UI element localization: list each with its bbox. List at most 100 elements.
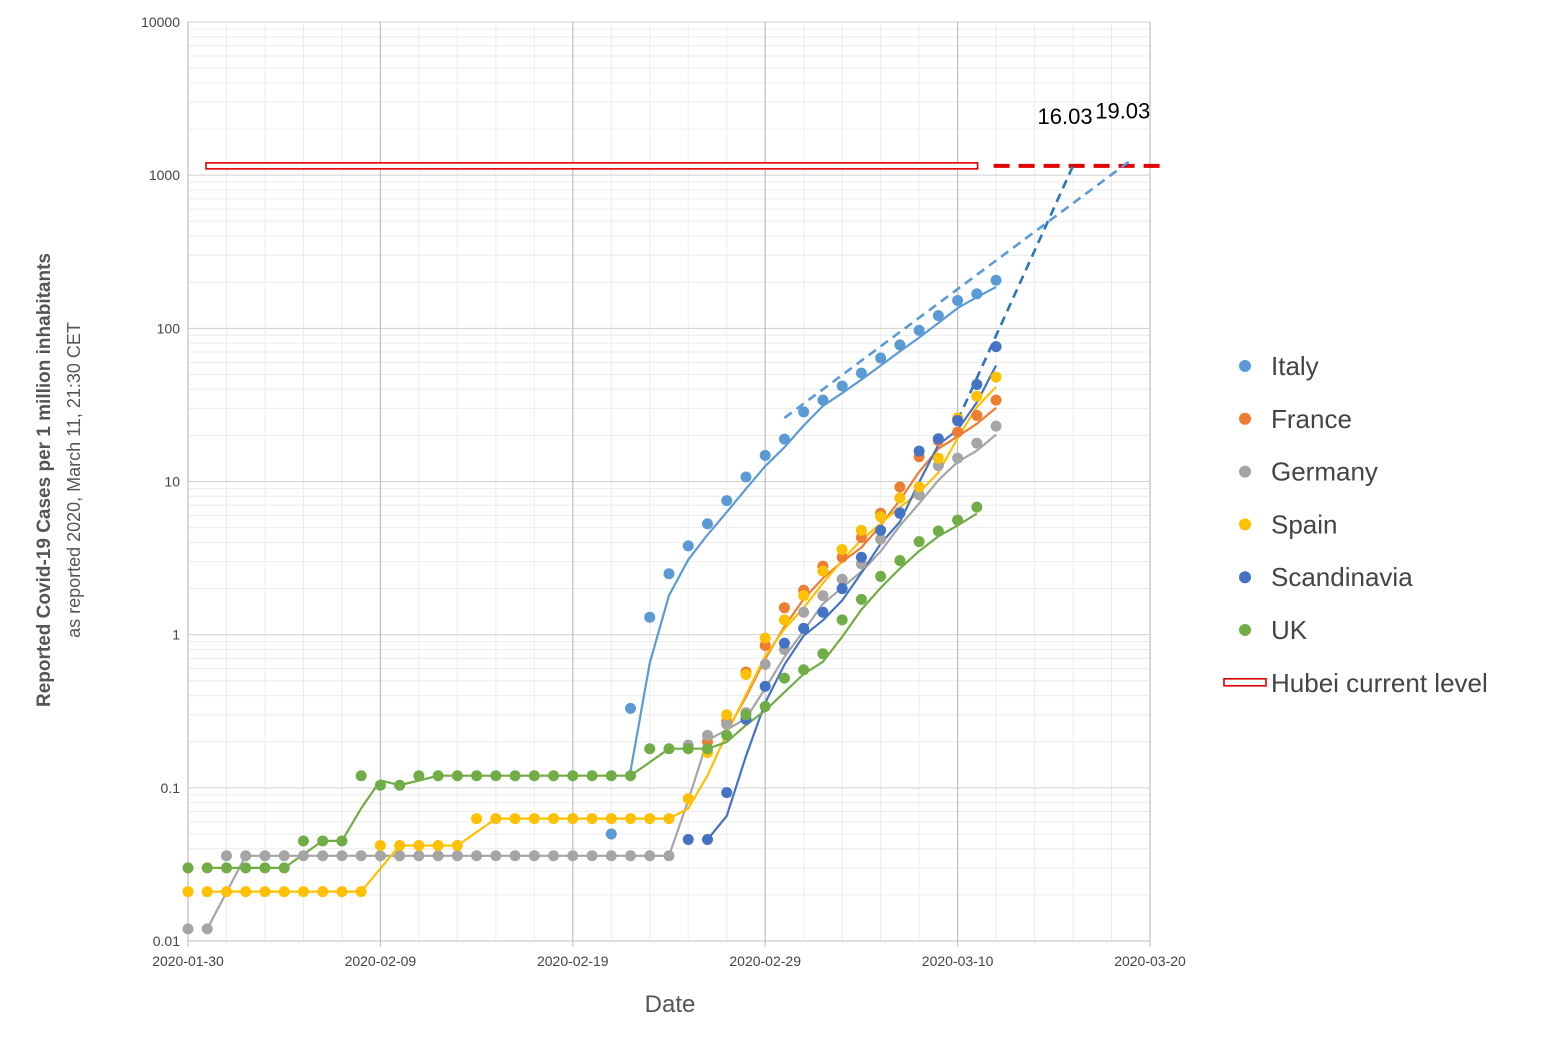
uk-point xyxy=(663,743,675,755)
italy-point xyxy=(721,495,733,507)
uk-point xyxy=(220,862,232,874)
trendlines xyxy=(783,159,1132,422)
germany-point xyxy=(259,850,271,862)
italy-point xyxy=(836,380,848,392)
germany-point xyxy=(336,850,348,862)
germany-point xyxy=(220,850,232,862)
spain-point xyxy=(932,452,944,464)
uk-point xyxy=(336,835,348,847)
germany-point xyxy=(971,437,983,449)
germany-point xyxy=(759,658,771,670)
x-tick-label: 2020-02-09 xyxy=(345,953,417,969)
legend-label-france: France xyxy=(1271,404,1352,434)
spain-point xyxy=(471,813,483,825)
uk-point xyxy=(182,862,194,874)
uk-point xyxy=(259,862,271,874)
spain-point xyxy=(721,709,733,721)
uk-point xyxy=(913,536,925,548)
scandinavia-projection-line xyxy=(956,165,1075,422)
y-axis-sublabel: as reported 2020, March 11, 21:30 CET xyxy=(64,322,84,638)
uk-point xyxy=(355,770,367,782)
italy-point xyxy=(644,611,656,623)
germany-point xyxy=(490,850,502,862)
spain-point xyxy=(432,840,444,852)
germany-point xyxy=(413,850,425,862)
italy-point xyxy=(605,828,617,840)
legend-label-scandinavia: Scandinavia xyxy=(1271,562,1413,592)
uk-point xyxy=(875,570,887,582)
spain-point xyxy=(240,886,252,898)
germany-point xyxy=(471,850,483,862)
plot-axes xyxy=(187,22,1150,942)
uk-point xyxy=(682,743,694,755)
germany-point xyxy=(605,850,617,862)
italy-point xyxy=(875,352,887,364)
uk-point xyxy=(952,514,964,526)
spain-point xyxy=(548,813,560,825)
italy-point xyxy=(817,394,829,406)
germany-point xyxy=(509,850,521,862)
y-axis-label: Reported Covid-19 Cases per 1 million in… xyxy=(34,253,55,707)
italy-point xyxy=(778,433,790,445)
germany-point xyxy=(644,850,656,862)
uk-point xyxy=(798,664,810,676)
y-tick-label: 1 xyxy=(172,627,180,643)
spain-point xyxy=(297,886,309,898)
spain-point xyxy=(644,813,656,825)
italy-point xyxy=(740,471,752,483)
y-tick-label: 0.01 xyxy=(153,933,180,949)
uk-point xyxy=(644,743,656,755)
germany-point xyxy=(701,729,713,741)
spain-point xyxy=(663,813,675,825)
germany-point xyxy=(201,923,213,935)
scandinavia-point xyxy=(894,507,906,519)
germany-point xyxy=(913,489,925,501)
germany-point xyxy=(952,452,964,464)
spain-point xyxy=(817,565,829,577)
germany-point xyxy=(548,850,560,862)
y-tick-label: 1000 xyxy=(149,167,180,183)
spain-point xyxy=(317,886,329,898)
spain-point xyxy=(201,886,213,898)
spain-point xyxy=(278,886,290,898)
spain-point xyxy=(740,668,752,680)
scandinavia-point xyxy=(817,606,829,618)
uk-point xyxy=(721,729,733,741)
uk-point xyxy=(528,770,540,782)
germany-point xyxy=(721,718,733,730)
y-tick-label: 10 xyxy=(164,474,180,490)
germany-point xyxy=(567,850,579,862)
spain-point xyxy=(355,886,367,898)
spain-point xyxy=(336,886,348,898)
scandinavia-point xyxy=(778,637,790,649)
legend: Italy France Germany Spain Scandinavia UK Hube… xyxy=(1223,351,1488,698)
series-points xyxy=(182,274,1002,935)
spain-point xyxy=(605,813,617,825)
germany-point xyxy=(182,923,194,935)
germany-point xyxy=(817,590,829,602)
spain-point xyxy=(220,886,232,898)
uk-point xyxy=(586,770,598,782)
y-tick-label: 10000 xyxy=(141,14,180,30)
scandinavia-point xyxy=(875,524,887,536)
spain-point xyxy=(509,813,521,825)
uk-point xyxy=(971,501,983,513)
spain-point xyxy=(182,886,194,898)
x-tick-label: 2020-02-19 xyxy=(537,953,609,969)
germany-point xyxy=(317,850,329,862)
italy-point xyxy=(913,324,925,336)
uk-point xyxy=(240,862,252,874)
italy-trend-line xyxy=(629,286,997,772)
scandinavia-point xyxy=(798,622,810,634)
germany-point xyxy=(625,850,637,862)
spain-point xyxy=(625,813,637,825)
spain-point xyxy=(855,524,867,536)
spain-point xyxy=(894,492,906,504)
spain-point xyxy=(586,813,598,825)
italy-point xyxy=(759,449,771,461)
spain-point xyxy=(451,840,463,852)
spain-point xyxy=(682,793,694,805)
france-point xyxy=(971,409,983,421)
y-tick-label: 100 xyxy=(157,320,181,336)
